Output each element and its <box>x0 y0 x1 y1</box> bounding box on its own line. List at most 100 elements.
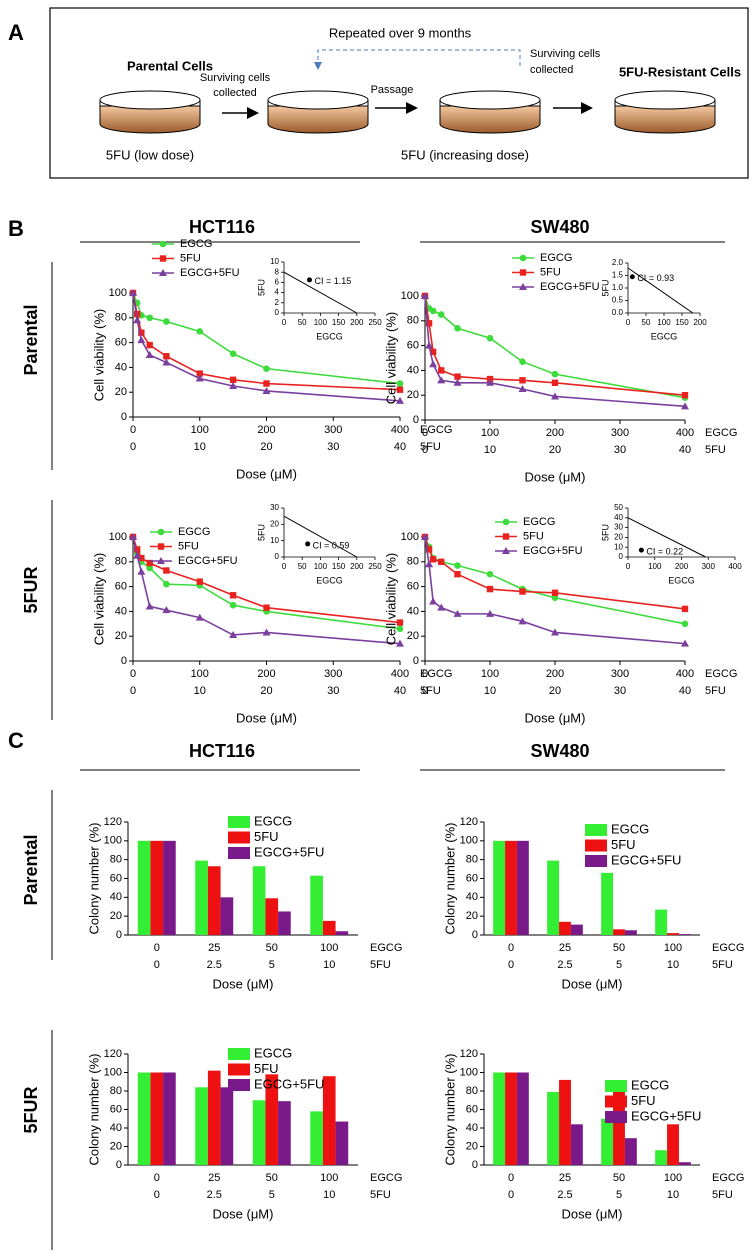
x2-tick-label: 0 <box>422 685 428 697</box>
y-axis-label: Cell viability (%) <box>383 312 398 404</box>
x-tick-label: 200 <box>257 668 275 680</box>
data-point <box>551 379 559 386</box>
x-tick-label: 400 <box>391 668 409 680</box>
data-point <box>137 336 146 344</box>
ci-annotation: CI = 0.93 <box>637 273 674 283</box>
data-point <box>438 367 445 374</box>
y-tick-label: 0 <box>116 1159 122 1171</box>
inset-y-label: 5FU <box>256 279 266 296</box>
inset-y-tick-label: 0 <box>619 552 624 561</box>
y-axis-label: Colony number (%) <box>86 1054 101 1166</box>
parental-label: Parental Cells <box>127 58 213 73</box>
column-label: HCT116 <box>189 217 255 237</box>
y-tick-label: 120 <box>460 816 478 828</box>
inset-y-tick-label: 40 <box>614 513 623 522</box>
bar <box>570 1124 583 1165</box>
y-tick-label: 100 <box>109 287 127 299</box>
bar <box>265 898 279 935</box>
y-tick-label: 80 <box>466 1085 478 1097</box>
y-tick-label: 60 <box>466 872 478 884</box>
data-point <box>396 380 404 387</box>
data-point <box>396 625 404 633</box>
x-tick-label: 0 <box>130 424 136 436</box>
data-point <box>133 310 141 318</box>
legend-marker <box>159 255 167 262</box>
inset-x-tick-label: 100 <box>648 562 662 571</box>
x-tick-label: 100 <box>320 942 338 954</box>
x2-tick-label: 2.5 <box>207 959 222 971</box>
y-tick-label: 20 <box>407 389 419 401</box>
y-tick-label: 40 <box>115 361 127 373</box>
x-tick-label: 400 <box>391 424 409 436</box>
data-point <box>163 353 170 360</box>
bar <box>624 1138 637 1165</box>
data-point <box>262 386 271 394</box>
data-point <box>229 382 238 389</box>
inset-x-label: EGCG <box>316 331 343 341</box>
data-point <box>146 564 153 572</box>
surviving-label: collected <box>213 87 256 99</box>
panel-letter: B <box>8 216 24 241</box>
legend-swatch <box>605 1111 627 1123</box>
x-tick-label: 300 <box>611 427 629 439</box>
data-point <box>196 328 204 335</box>
legend-swatch <box>228 816 250 828</box>
legend-label: EGCG+5FU <box>611 852 681 867</box>
x-name: EGCG <box>420 424 452 436</box>
inset-x-tick-label: 200 <box>675 562 689 571</box>
bar <box>559 1079 571 1165</box>
inset-y-tick-label: 0 <box>275 552 280 561</box>
inset-y-tick-label: 10 <box>614 542 623 551</box>
data-point <box>229 592 237 599</box>
row-label: Parental <box>21 834 41 905</box>
inset-x-tick-label: 50 <box>298 562 307 571</box>
x2-tick-label: 10 <box>667 959 679 971</box>
data-point <box>163 567 170 574</box>
data-point <box>421 533 429 540</box>
x2-tick-label: 0 <box>508 1189 514 1201</box>
y-tick-label: 0 <box>121 655 127 667</box>
data-point <box>454 562 461 569</box>
bar <box>678 934 691 935</box>
legend-label: 5FU <box>611 837 636 852</box>
x2-name: 5FU <box>712 959 733 971</box>
data-point <box>551 594 559 602</box>
x-tick-label: 25 <box>559 942 571 954</box>
y-tick-label: 100 <box>401 531 419 543</box>
data-point <box>551 392 559 400</box>
y-tick-label: 60 <box>110 872 122 884</box>
y-tick-label: 40 <box>110 1122 122 1134</box>
y-tick-label: 80 <box>110 854 122 866</box>
bar <box>220 897 234 935</box>
panel-letter: C <box>8 728 24 753</box>
ci-point <box>629 274 635 280</box>
x-name: EGCG <box>420 668 452 680</box>
data-point <box>681 639 689 647</box>
x-tick-label: 25 <box>208 942 220 954</box>
legend-label: 5FU <box>254 1061 279 1076</box>
bar <box>195 860 208 935</box>
x2-name: 5FU <box>712 1189 733 1201</box>
x-tick-label: 50 <box>266 1172 278 1184</box>
bar <box>220 1087 234 1165</box>
bar <box>624 930 637 935</box>
passage-label: Passage <box>371 84 414 96</box>
x-tick-label: 25 <box>208 1172 220 1184</box>
data-point <box>437 376 446 384</box>
data-point <box>429 597 438 605</box>
y-tick-label: 0 <box>413 414 419 426</box>
data-point <box>195 613 204 621</box>
data-point <box>396 639 404 647</box>
x2-tick-label: 10 <box>667 1189 679 1201</box>
y-axis-label: Colony number (%) <box>86 823 101 935</box>
dish-medium <box>267 105 369 134</box>
isobole <box>627 517 706 558</box>
x2-tick-label: 2.5 <box>557 959 572 971</box>
ci-point <box>638 547 644 553</box>
y-axis-label: Colony number (%) <box>442 1054 457 1166</box>
x2-tick-label: 0 <box>154 959 160 971</box>
data-point <box>229 376 237 383</box>
y-tick-label: 100 <box>104 1066 122 1078</box>
y-tick-label: 20 <box>110 1140 122 1152</box>
legend-label: EGCG <box>611 821 649 836</box>
